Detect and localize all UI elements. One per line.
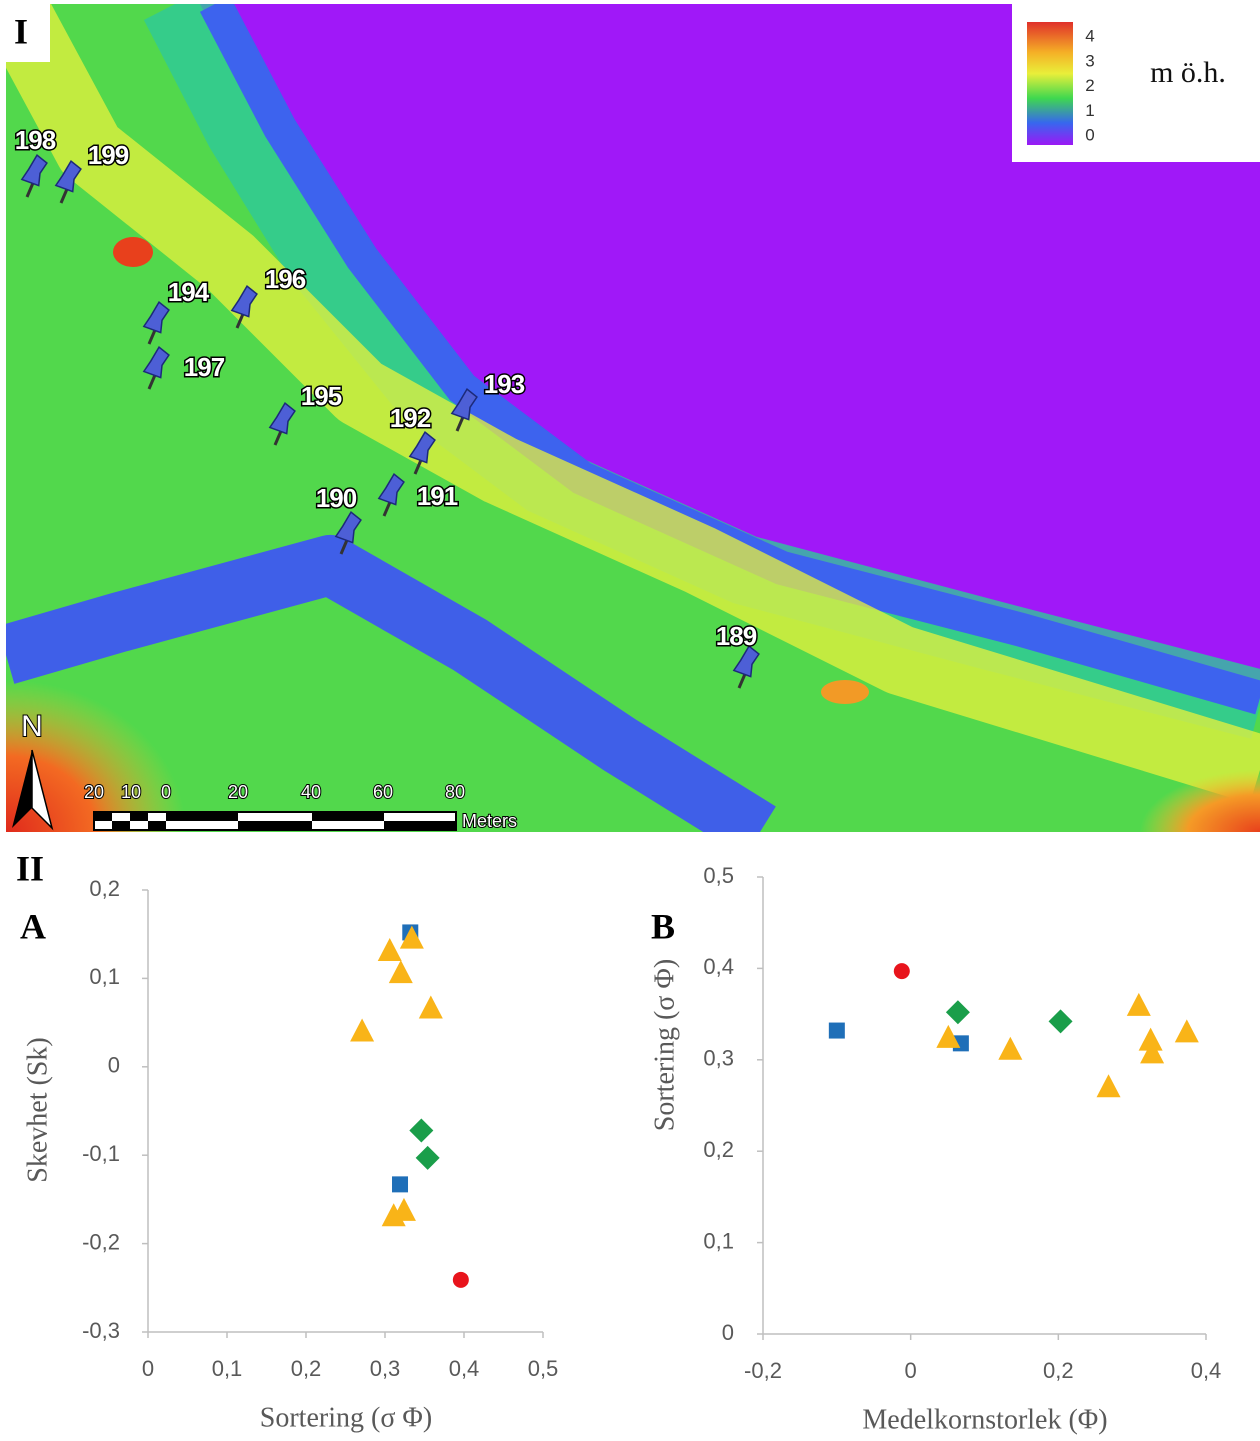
y-tick-label: 0 <box>108 1053 120 1078</box>
point <box>1049 1009 1073 1033</box>
scale-tick: 0 <box>161 782 171 802</box>
pin-label: 199 <box>88 140 129 170</box>
point <box>998 1037 1022 1060</box>
scale-tick: 10 <box>121 782 141 802</box>
point <box>894 963 910 979</box>
scale-tick: 60 <box>373 782 393 802</box>
point <box>409 1118 433 1142</box>
scale-segment <box>384 821 456 830</box>
pin-label: 189 <box>716 621 757 651</box>
y-tick-label: 0,1 <box>703 1228 734 1253</box>
x-tick-label: 0 <box>905 1358 917 1383</box>
x-axis-title: Sortering (σ Φ) <box>260 1402 432 1433</box>
point <box>1097 1074 1121 1097</box>
scale-tick: 80 <box>445 782 465 802</box>
point <box>350 1018 374 1041</box>
pin-label: 191 <box>417 481 458 511</box>
scale-unit: Meters <box>462 811 517 831</box>
point <box>389 960 413 983</box>
panel-label: B <box>651 906 675 946</box>
x-tick-label: 0,2 <box>291 1356 322 1381</box>
scale-tick: 20 <box>228 782 248 802</box>
pin-label: 197 <box>184 352 225 382</box>
y-tick-label: 0,5 <box>703 863 734 888</box>
scale-segment <box>130 812 148 821</box>
high-spot <box>821 680 869 704</box>
legend-unit: m ö.h. <box>1150 56 1226 89</box>
point <box>378 938 402 961</box>
pin-label: 194 <box>168 277 210 307</box>
point <box>946 1000 970 1024</box>
x-tick-label: -0,2 <box>744 1358 782 1383</box>
point <box>416 1146 440 1170</box>
y-tick-label: -0,3 <box>82 1318 120 1343</box>
scale-segment <box>238 821 312 830</box>
pin-label: 196 <box>265 264 306 294</box>
point <box>419 995 443 1018</box>
north-label: N <box>21 710 43 743</box>
y-axis-title: Sortering (σ Φ) <box>649 959 680 1131</box>
scale-segment <box>94 812 112 821</box>
legend-tick: 2 <box>1085 76 1094 95</box>
point <box>829 1023 845 1039</box>
point <box>453 1272 469 1288</box>
point <box>1175 1019 1199 1042</box>
y-tick-label: 0,1 <box>89 964 120 989</box>
scale-segment <box>166 812 238 821</box>
y-tick-label: 0,4 <box>703 954 734 979</box>
scale-tick: 40 <box>301 782 321 802</box>
x-tick-label: 0,5 <box>528 1356 559 1381</box>
pin-label: 195 <box>301 381 342 411</box>
x-tick-label: 0,3 <box>370 1356 401 1381</box>
legend-tick: 3 <box>1085 51 1094 70</box>
pin-label: 198 <box>15 125 56 155</box>
y-tick-label: 0,2 <box>89 876 120 901</box>
x-tick-label: 0,4 <box>449 1356 480 1381</box>
point <box>392 1176 408 1192</box>
x-tick-label: 0 <box>142 1356 154 1381</box>
pin-label: 193 <box>484 369 525 399</box>
legend-colorbar <box>1027 22 1073 145</box>
high-area <box>1140 770 1260 832</box>
x-axis-title: Medelkornstorlek (Φ) <box>862 1404 1107 1435</box>
x-tick-label: 0,4 <box>1191 1358 1222 1383</box>
panel-label: I <box>14 11 28 51</box>
legend-tick: 0 <box>1085 126 1094 145</box>
point <box>1127 993 1151 1016</box>
scale-segment <box>112 821 130 830</box>
legend-tick: 4 <box>1085 26 1094 45</box>
y-tick-label: 0 <box>722 1320 734 1345</box>
pin-label: 192 <box>390 403 431 433</box>
panel-label: A <box>20 906 46 946</box>
page: 198 199 194 196 197 195 193 192 191 190 189 N Mete… <box>0 0 1260 1441</box>
scale-segment <box>148 821 166 830</box>
y-axis-title: Skevhet (Sk) <box>22 1037 53 1182</box>
y-tick-label: 0,3 <box>703 1046 734 1071</box>
y-tick-label: 0,2 <box>703 1137 734 1162</box>
y-tick-label: -0,2 <box>82 1229 120 1254</box>
scale-tick: 20 <box>84 782 104 802</box>
figure: 198 199 194 196 197 195 193 192 191 190 189 N Mete… <box>0 0 1260 1441</box>
legend-ticks: 4 3 2 1 0 <box>1085 26 1094 144</box>
panel-label: II <box>16 848 44 888</box>
y-tick-label: -0,1 <box>82 1141 120 1166</box>
x-tick-label: 0,1 <box>212 1356 243 1381</box>
high-spot <box>113 237 153 267</box>
pin-label: 190 <box>316 483 357 513</box>
legend-tick: 1 <box>1085 101 1094 120</box>
x-tick-label: 0,2 <box>1043 1358 1074 1383</box>
scale-segment <box>312 812 384 821</box>
